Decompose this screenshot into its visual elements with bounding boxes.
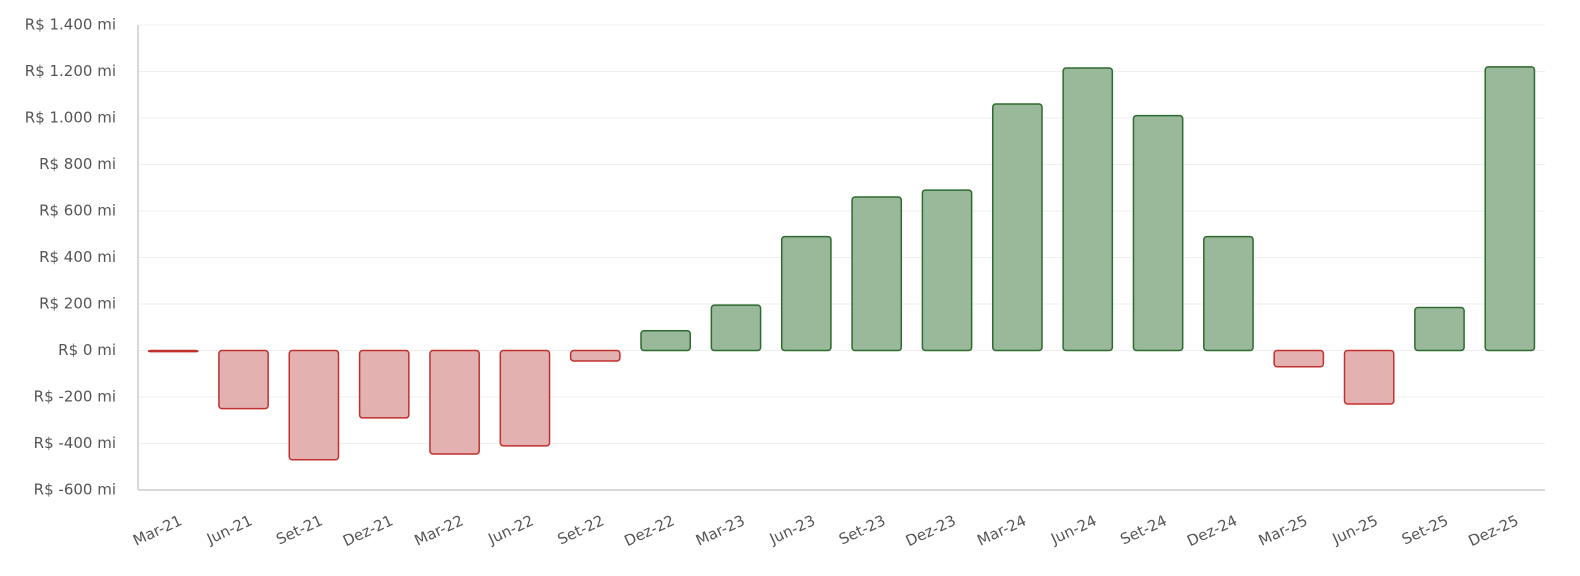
y-tick-label: R$ 1.200 mi bbox=[25, 62, 116, 80]
bar bbox=[992, 103, 1043, 352]
bar bbox=[1273, 349, 1325, 368]
x-tick-label: Set-25 bbox=[1399, 511, 1451, 548]
x-tick-label: Mar-21 bbox=[130, 511, 185, 549]
bar bbox=[1203, 235, 1254, 352]
bar bbox=[1062, 67, 1114, 352]
x-tick-label: Set-24 bbox=[1118, 511, 1170, 548]
x-tick-label: Mar-23 bbox=[693, 511, 748, 549]
y-tick-label: R$ 1.000 mi bbox=[25, 109, 116, 127]
bar bbox=[499, 349, 551, 447]
y-tick-label: R$ 600 mi bbox=[39, 202, 116, 220]
bar bbox=[780, 235, 832, 352]
y-tick-label: R$ -600 mi bbox=[34, 481, 116, 499]
x-tick-label: Jun-21 bbox=[203, 511, 255, 548]
x-tick-label: Jun-25 bbox=[1329, 511, 1381, 548]
x-tick-label: Set-21 bbox=[273, 511, 325, 548]
bar bbox=[640, 329, 691, 352]
bar bbox=[1484, 66, 1536, 352]
x-tick-label: Mar-25 bbox=[1256, 511, 1311, 549]
x-tick-label: Mar-22 bbox=[412, 511, 467, 549]
bar bbox=[921, 189, 973, 352]
x-tick-label: Dez-21 bbox=[340, 511, 396, 550]
bar bbox=[429, 349, 480, 455]
x-tick-label: Dez-22 bbox=[621, 511, 677, 550]
bar bbox=[1343, 349, 1395, 405]
bar bbox=[288, 349, 340, 461]
x-tick-label: Set-23 bbox=[836, 511, 888, 548]
y-tick-label: R$ 0 mi bbox=[58, 341, 116, 359]
bar bbox=[218, 349, 269, 410]
y-tick-label: R$ 200 mi bbox=[39, 295, 116, 313]
y-tick-label: R$ 1.400 mi bbox=[25, 16, 116, 34]
bar bbox=[147, 349, 199, 353]
y-tick-label: R$ 400 mi bbox=[39, 248, 116, 266]
bar bbox=[569, 349, 621, 362]
x-tick-label: Jun-22 bbox=[485, 511, 537, 548]
x-tick-label: Mar-24 bbox=[974, 511, 1029, 549]
bar bbox=[851, 196, 903, 352]
y-tick-label: R$ 800 mi bbox=[39, 155, 116, 173]
bar bbox=[1414, 306, 1465, 352]
bar bbox=[710, 304, 762, 352]
x-tick-label: Dez-25 bbox=[1466, 511, 1522, 550]
x-tick-label: Dez-24 bbox=[1184, 511, 1240, 550]
x-tick-label: Set-22 bbox=[555, 511, 607, 548]
bar bbox=[358, 349, 410, 419]
bar bbox=[1132, 114, 1184, 352]
x-tick-label: Jun-24 bbox=[1047, 511, 1099, 548]
x-tick-label: Dez-23 bbox=[903, 511, 959, 550]
x-tick-label: Jun-23 bbox=[766, 511, 818, 548]
y-tick-label: R$ -400 mi bbox=[34, 434, 116, 452]
y-tick-label: R$ -200 mi bbox=[34, 388, 116, 406]
